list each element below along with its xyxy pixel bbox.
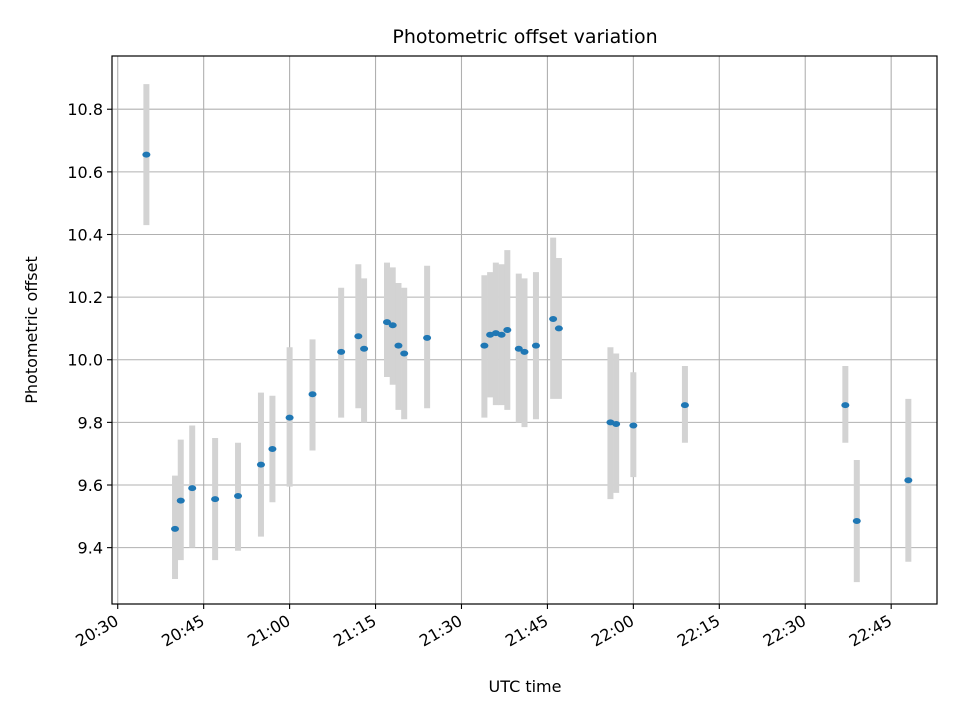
data-point — [268, 445, 277, 452]
data-point — [612, 420, 621, 427]
data-point — [285, 414, 294, 421]
data-point — [554, 325, 563, 332]
y-tick-label: 10.2 — [67, 288, 103, 307]
plot-frame — [111, 55, 938, 605]
data-point — [308, 391, 317, 398]
y-axis-label: Photometric offset — [22, 256, 41, 404]
y-tick-label: 9.8 — [78, 413, 103, 432]
chart-title: Photometric offset variation — [392, 26, 657, 48]
y-tick-label: 10.8 — [67, 100, 103, 119]
data-point — [383, 319, 391, 326]
y-axis-ticks: 9.4 9.6 9.8 10.0 10.2 10.4 10.6 10.8 — [67, 100, 112, 558]
data-point — [337, 348, 346, 355]
data-point — [211, 496, 220, 503]
data-point — [142, 151, 151, 158]
data-point — [531, 342, 540, 349]
data-point — [852, 518, 861, 525]
data-point — [171, 525, 180, 532]
data-point — [680, 402, 689, 409]
y-tick-label: 10.0 — [67, 351, 103, 370]
x-axis-label: UTC time — [489, 677, 562, 696]
y-tick-label: 10.6 — [67, 163, 103, 182]
y-tick-label: 9.4 — [78, 539, 103, 558]
data-point — [503, 327, 512, 333]
data-point — [188, 485, 197, 492]
data-point — [234, 492, 243, 499]
data-point — [400, 350, 409, 357]
y-tick-label: 10.4 — [67, 225, 103, 244]
data-point — [497, 331, 506, 338]
data-point — [394, 342, 403, 349]
data-point — [520, 348, 529, 355]
data-point — [480, 342, 489, 349]
data-point — [423, 334, 432, 341]
data-point — [256, 461, 265, 468]
data-point — [549, 316, 558, 323]
data-points — [142, 151, 913, 532]
data-point — [360, 345, 369, 352]
data-point — [841, 402, 850, 409]
data-point — [354, 333, 363, 340]
data-point — [388, 322, 397, 329]
data-point — [514, 345, 523, 352]
data-point — [629, 422, 638, 429]
data-point — [904, 477, 913, 484]
data-point — [176, 497, 185, 504]
y-tick-label: 9.6 — [78, 476, 103, 495]
